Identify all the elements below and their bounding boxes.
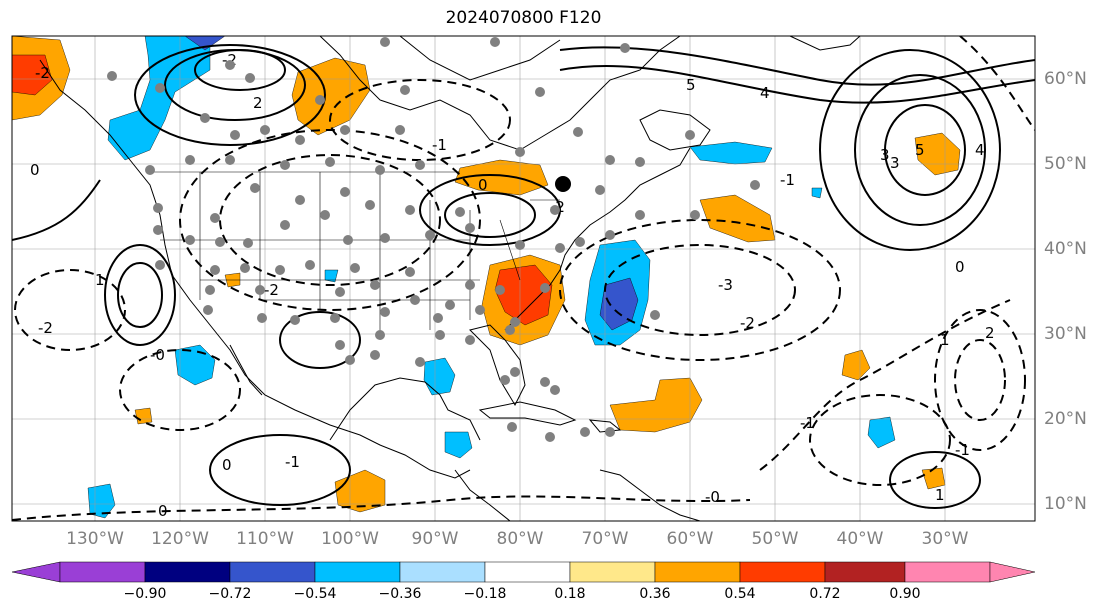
longitude-label: 100°W — [321, 529, 379, 549]
longitude-label: 30°W — [921, 529, 969, 549]
colorbar-segment — [59, 561, 146, 583]
longitude-label: 90°W — [411, 529, 459, 549]
latitude-label: 30°N — [1044, 324, 1087, 344]
colorbar-segment — [904, 561, 991, 583]
contour-label: -2 — [38, 319, 53, 337]
contour-label: 2 — [985, 324, 995, 342]
graticule — [12, 36, 1035, 521]
map-title: 2024070800 F120 — [445, 8, 602, 28]
target-location-marker — [555, 176, 571, 192]
longitude-label: 50°W — [751, 529, 799, 549]
colorbar-tick-label: 0.90 — [889, 586, 921, 602]
colorbar-segment — [144, 561, 231, 583]
state-borders — [150, 171, 560, 330]
colorbar-segment — [654, 561, 741, 583]
colorbar-segment — [569, 561, 656, 583]
contour-label: 1 — [935, 486, 945, 504]
contour-label: 0 — [158, 502, 168, 520]
contour-label: 3 — [890, 154, 900, 172]
negative-anomaly-shading — [87, 36, 896, 519]
longitude-label: 60°W — [666, 529, 714, 549]
contour-label: 0 — [955, 258, 965, 276]
longitude-label: 70°W — [581, 529, 629, 549]
contour-label: 4 — [760, 84, 770, 102]
longitude-label: 40°W — [836, 529, 884, 549]
latitude-label: 20°N — [1044, 409, 1087, 429]
colorbar-tick-label: −0.54 — [293, 586, 337, 602]
contour-label: -0 — [705, 488, 720, 506]
positive-anomaly-shading — [12, 36, 961, 513]
contour-label: -1 — [285, 453, 300, 471]
contour-label: -1 — [955, 441, 970, 459]
colorbar-segment — [399, 561, 486, 583]
contour-label: -0 — [150, 346, 165, 364]
colorbar-tick-label: −0.72 — [208, 586, 252, 602]
colorbar-segment — [229, 561, 316, 583]
colorbar-extend-max — [989, 561, 1036, 583]
contour-label: -2 — [264, 281, 279, 299]
contour-label: -1 — [780, 171, 795, 189]
colorbar-segment — [314, 561, 401, 583]
contour-label: 2 — [253, 94, 263, 112]
solid-contours — [12, 44, 1035, 509]
latitude-label: 10°N — [1044, 494, 1087, 514]
map-frame — [11, 35, 1036, 522]
colorbar-tick-label: 0.36 — [639, 586, 671, 602]
contour-label: 4 — [975, 141, 985, 159]
longitude-label: 120°W — [151, 529, 209, 549]
colorbar-tick-label: 0.72 — [809, 586, 841, 602]
colorbar-tick-label: −0.90 — [123, 586, 167, 602]
coastlines — [39, 36, 861, 521]
colorbar-segment — [824, 561, 906, 583]
station-markers — [107, 37, 760, 442]
contour-label: 0 — [478, 176, 488, 194]
contour-label: 1 — [95, 271, 105, 289]
colorbar-tick-label: −0.36 — [378, 586, 422, 602]
colorbar-tick-label: 0.54 — [724, 586, 756, 602]
colorbar-tick-label: −0.18 — [463, 586, 507, 602]
contour-label: -2 — [740, 314, 755, 332]
contour-label: 0 — [30, 161, 40, 179]
latitude-label: 40°N — [1044, 239, 1087, 259]
contour-label: -2 — [35, 64, 50, 82]
contour-label: 0 — [222, 456, 232, 474]
contour-label: -1 — [432, 136, 447, 154]
colorbar-extend-min — [11, 561, 61, 583]
contour-label: -1 — [800, 414, 815, 432]
contour-label: 3 — [880, 146, 890, 164]
contour-label: 5 — [915, 141, 925, 159]
dashed-contours — [12, 36, 1035, 521]
colorbar-segment — [739, 561, 826, 583]
colorbar-segment — [484, 561, 571, 583]
longitude-label: 130°W — [66, 529, 124, 549]
contour-label: 1 — [940, 331, 950, 349]
contour-label: -3 — [718, 276, 733, 294]
colorbar — [11, 561, 1036, 583]
longitude-label: 80°W — [496, 529, 544, 549]
colorbar-tick-label: 0.18 — [554, 586, 586, 602]
latitude-label: 50°N — [1044, 154, 1087, 174]
latitude-label: 60°N — [1044, 69, 1087, 89]
longitude-label: 110°W — [236, 529, 294, 549]
contour-label: 5 — [686, 76, 696, 94]
